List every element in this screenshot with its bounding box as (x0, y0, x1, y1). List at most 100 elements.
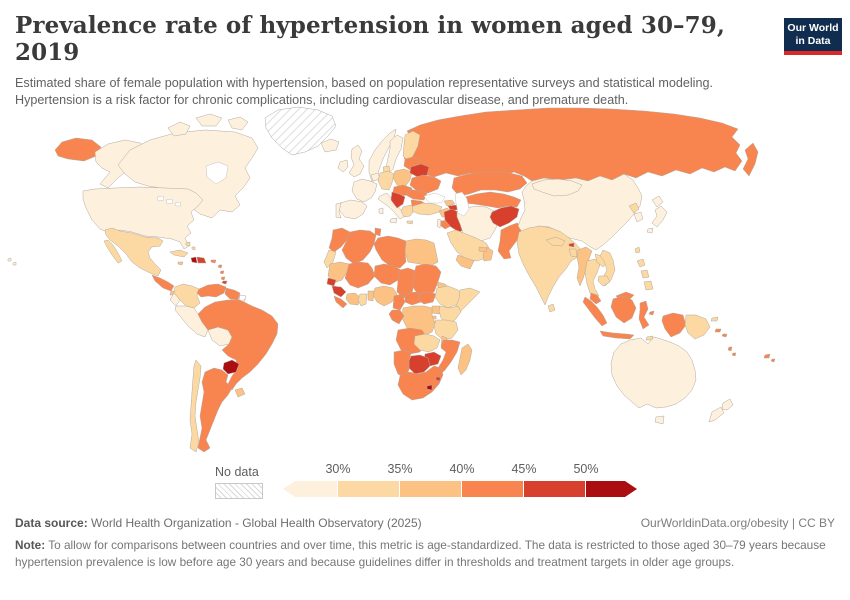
country-mali[interactable] (344, 261, 376, 289)
country-ivory-coast[interactable] (345, 292, 361, 306)
country-dominican-republic[interactable] (196, 256, 207, 264)
country-trinidad[interactable] (221, 280, 228, 285)
country-balkans[interactable] (390, 191, 406, 209)
country-iceland[interactable] (320, 138, 340, 153)
country-yemen[interactable] (455, 254, 475, 270)
country-romania[interactable] (405, 188, 428, 201)
country-myanmar[interactable] (576, 246, 593, 287)
country-uae[interactable] (478, 246, 488, 253)
country-morocco[interactable] (328, 227, 351, 253)
country-mauritania[interactable] (327, 261, 350, 284)
country-greenland[interactable] (264, 106, 337, 156)
country-philippines[interactable] (636, 258, 654, 291)
country-south-sudan[interactable] (417, 291, 437, 305)
country-lesser-antilles[interactable] (217, 264, 226, 281)
country-uk[interactable] (348, 144, 365, 178)
country-colombia[interactable] (173, 283, 201, 309)
country-jamaica[interactable] (177, 261, 184, 266)
country-australia[interactable] (610, 336, 697, 425)
country-mexico[interactable] (103, 227, 164, 277)
country-uruguay[interactable] (234, 387, 246, 398)
country-mongolia[interactable] (531, 178, 583, 197)
country-indonesia[interactable] (582, 295, 687, 340)
country-venezuela[interactable] (196, 283, 227, 298)
country-guyana-suriname[interactable] (224, 287, 241, 301)
country-spain[interactable] (338, 199, 368, 220)
country-paraguay[interactable] (222, 359, 240, 375)
country-vanuatu[interactable] (727, 346, 737, 357)
owid-link[interactable]: OurWorldinData.org/obesity | CC BY (640, 516, 835, 530)
country-namibia[interactable] (393, 349, 412, 379)
country-germany[interactable] (377, 170, 395, 191)
country-uganda[interactable] (431, 305, 441, 315)
country-zambia[interactable] (413, 333, 441, 353)
country-finland[interactable] (402, 130, 421, 162)
legend-band-over-50[interactable] (586, 481, 637, 497)
country-tanzania[interactable] (433, 319, 459, 341)
legend-band-under-30[interactable] (283, 481, 337, 497)
country-greece[interactable] (400, 204, 416, 225)
owid-logo[interactable]: Our World in Data (784, 18, 842, 56)
country-afghanistan[interactable] (489, 205, 520, 228)
country-algeria[interactable] (341, 229, 377, 265)
country-portugal[interactable] (335, 202, 342, 219)
country-sierra-leone-liberia[interactable] (333, 295, 348, 309)
country-sudan[interactable] (411, 263, 442, 297)
country-puerto-rico[interactable] (210, 259, 217, 264)
country-cambodia[interactable] (597, 275, 611, 287)
country-israel[interactable] (436, 218, 442, 229)
country-ireland[interactable] (337, 159, 349, 173)
country-iran[interactable] (456, 205, 499, 242)
country-nigeria[interactable] (372, 285, 398, 307)
country-nepal[interactable] (545, 236, 566, 247)
country-chile[interactable] (189, 359, 202, 453)
country-haiti[interactable] (190, 256, 198, 264)
country-pakistan[interactable] (497, 222, 524, 260)
country-south-africa[interactable] (397, 365, 444, 401)
legend-band-40-45[interactable] (462, 481, 523, 497)
country-central-asia[interactable] (461, 191, 522, 209)
country-taiwan[interactable] (634, 246, 641, 254)
country-bhutan[interactable] (568, 242, 575, 248)
legend-band-30-35[interactable] (338, 481, 399, 497)
country-ukraine[interactable] (409, 174, 442, 194)
country-italy[interactable] (377, 192, 406, 224)
country-somalia[interactable] (454, 287, 481, 316)
country-tunisia[interactable] (374, 227, 382, 237)
country-india[interactable] (516, 225, 582, 306)
country-madagascar[interactable] (457, 343, 473, 376)
country-north-korea[interactable] (628, 202, 640, 214)
country-kenya[interactable] (438, 305, 462, 325)
country-new-zealand[interactable] (708, 398, 734, 423)
country-south-korea[interactable] (633, 211, 644, 223)
country-poland[interactable] (392, 168, 413, 188)
country-lesotho[interactable] (426, 384, 433, 391)
country-guatemala-honduras[interactable] (151, 274, 175, 292)
country-hawaii[interactable] (7, 257, 17, 266)
country-sri-lanka[interactable] (547, 303, 556, 313)
country-fiji[interactable] (763, 353, 776, 363)
country-papua-new-guinea[interactable] (684, 314, 719, 340)
country-congo-gabon[interactable] (388, 309, 405, 325)
country-eswatini[interactable] (435, 376, 441, 382)
country-georgia[interactable] (443, 199, 456, 207)
country-canada-arctic-islands[interactable] (167, 113, 249, 137)
country-solomon-islands[interactable] (714, 328, 728, 338)
country-sweden[interactable] (385, 134, 404, 175)
country-belarus[interactable] (409, 163, 430, 178)
country-japan[interactable] (646, 195, 668, 234)
country-egypt[interactable] (404, 238, 439, 267)
country-guinea[interactable] (331, 285, 347, 298)
country-libya[interactable] (373, 235, 407, 269)
country-cameroon[interactable] (392, 293, 406, 311)
country-togo-benin[interactable] (367, 290, 375, 302)
country-turkey[interactable] (411, 202, 443, 216)
country-cuba[interactable] (169, 249, 189, 258)
country-bahamas[interactable] (185, 241, 196, 251)
country-argentina[interactable] (197, 367, 233, 453)
country-ghana[interactable] (357, 293, 368, 307)
no-data-swatch[interactable] (215, 483, 263, 499)
legend-band-35-40[interactable] (400, 481, 461, 497)
country-peru[interactable] (174, 305, 209, 338)
country-france[interactable] (351, 178, 378, 203)
